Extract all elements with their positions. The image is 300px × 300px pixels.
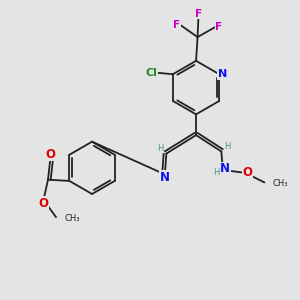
Text: H: H — [157, 144, 164, 153]
Text: CH₃: CH₃ — [273, 179, 288, 188]
Text: H: H — [224, 142, 230, 151]
Text: O: O — [38, 197, 49, 210]
Text: N: N — [218, 69, 227, 79]
Text: CH₃: CH₃ — [64, 214, 80, 223]
Text: N: N — [160, 171, 170, 184]
Text: F: F — [195, 9, 202, 19]
Text: N: N — [220, 162, 230, 175]
Text: O: O — [242, 167, 253, 179]
Text: F: F — [173, 20, 180, 30]
Text: Cl: Cl — [146, 68, 158, 78]
Text: H: H — [213, 168, 220, 177]
Text: F: F — [215, 22, 223, 32]
Text: O: O — [45, 148, 56, 161]
